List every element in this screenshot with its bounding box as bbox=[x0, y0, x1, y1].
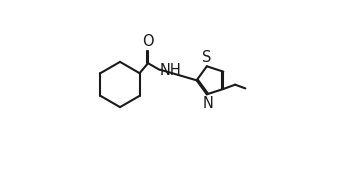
Text: NH: NH bbox=[160, 63, 181, 78]
Text: S: S bbox=[202, 50, 211, 65]
Text: N: N bbox=[202, 96, 213, 111]
Text: O: O bbox=[142, 34, 154, 49]
